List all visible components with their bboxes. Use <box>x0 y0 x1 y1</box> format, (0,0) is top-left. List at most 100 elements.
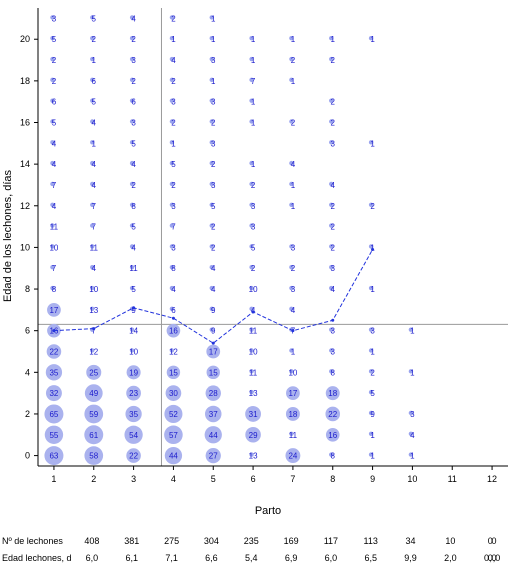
y-tick-label: 18 <box>20 76 30 86</box>
count-label: 5 <box>211 202 216 211</box>
count-marker <box>329 244 334 249</box>
count-marker <box>249 389 254 395</box>
count-label: 11 <box>249 327 258 336</box>
count-label: 29 <box>249 431 258 440</box>
count-marker <box>289 348 294 353</box>
count-marker <box>249 202 254 207</box>
count-label: 17 <box>49 306 58 315</box>
count-marker <box>50 15 55 20</box>
count-label: 4 <box>52 139 57 148</box>
count-marker <box>129 223 135 228</box>
count-label: 2 <box>331 98 336 107</box>
count-label: 3 <box>331 327 336 336</box>
count-marker <box>249 327 254 332</box>
count-marker <box>368 140 374 145</box>
count-label: 1 <box>370 348 375 357</box>
count-marker <box>50 285 55 291</box>
count-marker <box>50 119 55 124</box>
count-marker <box>90 202 95 207</box>
mean-age-point <box>52 329 56 333</box>
count-marker <box>90 77 95 83</box>
count-label: 1 <box>211 77 216 86</box>
count-bubble <box>44 404 64 424</box>
count-marker <box>329 265 334 270</box>
count-label: 1 <box>370 243 375 252</box>
count-marker <box>368 431 374 436</box>
count-label: 1 <box>251 35 256 44</box>
count-marker <box>209 77 214 83</box>
count-label: 2 <box>211 243 216 252</box>
count-marker <box>169 202 175 207</box>
count-label: 2 <box>251 264 256 273</box>
count-label: 4 <box>211 285 216 294</box>
x-tick-label: 8 <box>330 474 335 484</box>
count-label: 4 <box>251 306 256 315</box>
count-label: 1 <box>251 160 256 169</box>
count-label: 3 <box>211 181 216 190</box>
count-bubble <box>325 427 340 442</box>
count-marker <box>329 285 334 291</box>
count-label: 2 <box>171 119 176 128</box>
footer-value: 5,4 <box>244 553 258 563</box>
count-label: 1 <box>331 35 336 44</box>
count-label: 9 <box>211 306 216 315</box>
count-marker <box>169 223 175 228</box>
count-bubble <box>286 386 300 401</box>
footer-row-label: Edad lechones, d <box>2 553 72 563</box>
count-label: 7 <box>92 223 97 232</box>
count-bubble <box>126 385 141 401</box>
count-label: 18 <box>288 410 297 419</box>
footer-value: 9,9 <box>404 553 417 563</box>
count-marker <box>368 410 374 416</box>
count-label-layer: 3 5 4 2 15 2 2 1 1 1 1 1 12 1 3 4 3 1 2 22 6 2 2 1 7 16 5 6 3 3 1 25 4 3 2… <box>49 14 415 460</box>
count-label: 5 <box>131 223 136 232</box>
count-marker <box>329 119 334 124</box>
count-label: 4 <box>92 264 97 273</box>
count-marker <box>50 202 55 207</box>
count-marker <box>90 160 95 166</box>
count-marker <box>329 181 334 187</box>
count-label: 2 <box>291 56 296 65</box>
footer-value: 7,1 <box>165 553 178 563</box>
count-marker <box>209 181 214 187</box>
count-label: 10 <box>49 243 58 252</box>
count-marker <box>169 181 175 187</box>
x-tick-label: 1 <box>51 474 56 484</box>
count-label: 4 <box>92 119 97 128</box>
count-marker <box>90 56 95 62</box>
count-marker <box>329 98 334 103</box>
count-label: 1 <box>211 14 216 23</box>
count-marker <box>249 119 254 124</box>
count-label: 2 <box>370 202 375 211</box>
footer-value: 235 <box>243 536 259 546</box>
count-marker <box>289 369 294 374</box>
count-label: 3 <box>171 243 176 252</box>
count-marker <box>209 327 214 332</box>
count-marker <box>209 140 214 145</box>
count-label: 22 <box>49 348 58 357</box>
count-marker <box>289 77 294 83</box>
count-label: 11 <box>90 243 99 252</box>
count-bubble <box>86 364 102 380</box>
count-label: 7 <box>92 202 97 211</box>
mean-age-point <box>291 329 295 333</box>
count-marker <box>90 265 95 270</box>
count-bubble <box>84 404 104 424</box>
count-label: 2 <box>331 56 336 65</box>
count-label: 55 <box>49 431 58 440</box>
count-bubble <box>47 302 61 317</box>
count-bubble <box>84 425 104 445</box>
count-marker <box>249 223 254 228</box>
count-label: 2 <box>331 223 336 232</box>
count-bubble <box>206 365 220 380</box>
count-label: 2 <box>211 119 216 128</box>
mean-age-point <box>132 306 136 310</box>
count-label: 11 <box>289 431 298 440</box>
summary-table: Nº de lechones 408 381 275 304 235 169 117 113 34… <box>0 536 510 569</box>
count-marker <box>129 98 135 103</box>
count-bubble <box>124 425 143 444</box>
count-label: 1 <box>291 202 296 211</box>
count-label: 31 <box>249 410 258 419</box>
count-marker <box>249 306 254 312</box>
count-label: 5 <box>92 98 97 107</box>
